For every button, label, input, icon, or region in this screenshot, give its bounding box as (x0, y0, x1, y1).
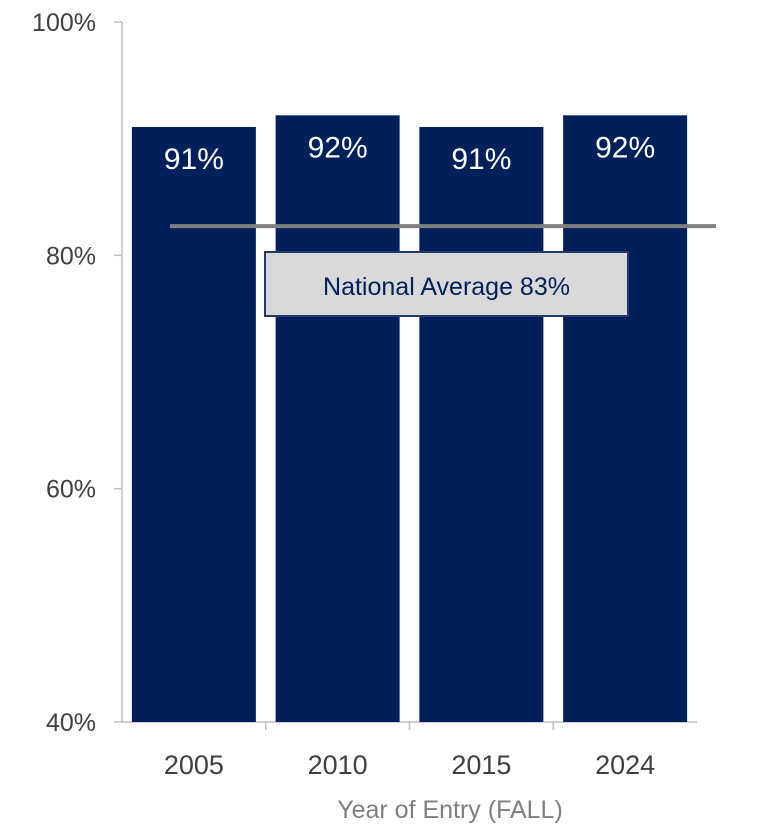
y-tick-label: 80% (46, 242, 96, 270)
bar-2010 (275, 115, 400, 723)
x-tick-label: 2015 (451, 750, 511, 780)
bar-value-label: 92% (595, 131, 655, 164)
bar-2005 (131, 127, 256, 722)
national-average: National Average 83% (170, 224, 716, 317)
national-average-box (264, 251, 629, 317)
y-tick-label: 40% (46, 709, 96, 737)
bar-value-label: 92% (308, 131, 368, 164)
x-axis-title: Year of Entry (FALL) (337, 796, 563, 824)
y-axis: 40% 60% 80% 100% (32, 9, 123, 737)
x-ticks: 2005 2010 2015 2024 (164, 722, 655, 780)
bar-2024 (563, 115, 688, 723)
y-ticks: 40% 60% 80% 100% (32, 9, 122, 737)
y-tick-label: 100% (32, 9, 96, 37)
bar-value-label: 91% (164, 143, 224, 176)
x-tick-label: 2005 (164, 750, 224, 780)
bar-2015 (419, 127, 544, 722)
x-tick-label: 2010 (308, 750, 368, 780)
bar-value-label: 91% (451, 143, 511, 176)
bars (131, 115, 688, 723)
national-average-label: National Average 83% (323, 273, 570, 301)
x-tick-label: 2024 (595, 750, 655, 780)
y-tick-label: 60% (46, 476, 96, 504)
bar-labels: 91% 92% 91% 92% (164, 131, 655, 176)
x-axis: 2005 2010 2015 2024 (122, 721, 697, 780)
